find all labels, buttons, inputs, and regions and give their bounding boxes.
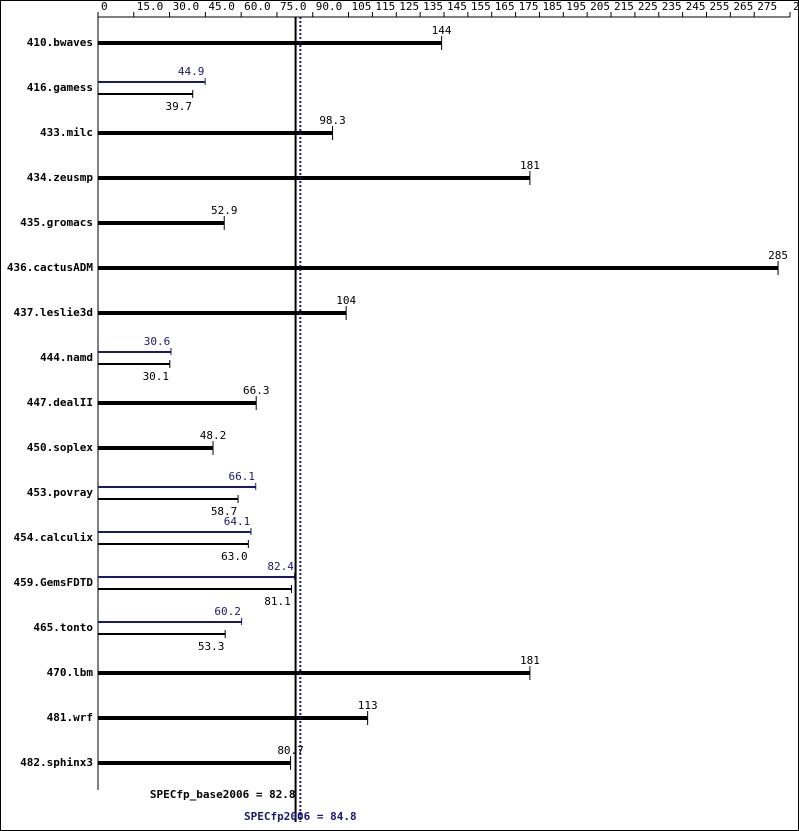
- bar: [98, 176, 530, 180]
- category-label: 465.tonto: [33, 621, 93, 634]
- reference-label: SPECfp_base2006 = 82.8: [150, 788, 296, 801]
- base-bar: [98, 93, 193, 95]
- category-label: 481.wrf: [47, 711, 93, 724]
- bar: [98, 761, 291, 765]
- base-bar: [98, 633, 226, 635]
- category-label: 459.GemsFDTD: [14, 576, 94, 589]
- bar: [98, 401, 257, 405]
- reference-label: SPECfp2006 = 84.8: [244, 810, 357, 823]
- x-tick-label: 115: [375, 0, 395, 13]
- x-tick-label: 215: [614, 0, 634, 13]
- category-label: 482.sphinx3: [20, 756, 93, 769]
- x-tick-label: 175: [519, 0, 539, 13]
- x-tick-label: 235: [662, 0, 682, 13]
- bar: [98, 41, 442, 45]
- category-label: 437.leslie3d: [14, 306, 93, 319]
- x-tick-label: 75.0: [280, 0, 307, 13]
- x-tick-label: 15.0: [137, 0, 164, 13]
- peak-bar: [98, 531, 251, 533]
- bar: [98, 446, 214, 450]
- base-bar: [98, 588, 292, 590]
- x-tick-label: 290: [793, 0, 799, 13]
- peak-value-label: 60.2: [214, 605, 241, 618]
- category-label: 444.namd: [40, 351, 93, 364]
- value-label: 104: [336, 294, 356, 307]
- category-label: 450.soplex: [27, 441, 94, 454]
- value-label: 113: [358, 699, 378, 712]
- x-tick-label: 0: [101, 0, 108, 13]
- category-label: 416.gamess: [27, 81, 93, 94]
- base-bar: [98, 543, 249, 545]
- bar: [98, 716, 368, 720]
- bar: [98, 221, 225, 225]
- value-label: 52.9: [211, 204, 238, 217]
- peak-value-label: 44.9: [178, 65, 205, 78]
- category-label: 436.cactusADM: [7, 261, 93, 274]
- x-tick-label: 195: [566, 0, 586, 13]
- category-label: 453.povray: [27, 486, 94, 499]
- value-label: 144: [432, 24, 452, 37]
- peak-value-label: 30.6: [144, 335, 171, 348]
- category-label: 410.bwaves: [27, 36, 93, 49]
- category-label: 454.calculix: [14, 531, 94, 544]
- base-bar: [98, 498, 239, 500]
- x-tick-label: 155: [471, 0, 491, 13]
- value-label: 66.3: [243, 384, 270, 397]
- base-value-label: 58.7: [211, 505, 238, 518]
- base-bar: [98, 363, 170, 365]
- peak-value-label: 82.4: [267, 560, 294, 573]
- base-value-label: 53.3: [198, 640, 225, 653]
- value-label: 48.2: [200, 429, 227, 442]
- base-value-label: 81.1: [264, 595, 291, 608]
- peak-bar: [98, 486, 256, 488]
- category-label: 435.gromacs: [20, 216, 93, 229]
- x-tick-label: 145: [447, 0, 467, 13]
- x-tick-label: 60.0: [244, 0, 271, 13]
- x-tick-label: 265: [733, 0, 753, 13]
- value-label: 181: [520, 159, 540, 172]
- peak-bar: [98, 576, 295, 578]
- category-label: 447.dealII: [27, 396, 93, 409]
- bar: [98, 131, 333, 135]
- bar: [98, 266, 779, 270]
- bar: [98, 671, 530, 675]
- value-label: 181: [520, 654, 540, 667]
- x-tick-label: 30.0: [173, 0, 200, 13]
- x-tick-label: 45.0: [208, 0, 235, 13]
- x-tick-label: 105: [352, 0, 372, 13]
- value-label: 285: [768, 249, 788, 262]
- peak-bar: [98, 621, 242, 623]
- value-label: 80.7: [277, 744, 304, 757]
- base-value-label: 39.7: [165, 100, 192, 113]
- x-tick-label: 135: [423, 0, 443, 13]
- bar: [98, 311, 347, 315]
- x-tick-label: 255: [709, 0, 729, 13]
- x-tick-label: 225: [638, 0, 658, 13]
- x-tick-label: 185: [542, 0, 562, 13]
- x-tick-label: 245: [686, 0, 706, 13]
- peak-bar: [98, 81, 206, 83]
- peak-value-label: 64.1: [224, 515, 251, 528]
- x-tick-label: 205: [590, 0, 610, 13]
- peak-value-label: 66.1: [228, 470, 255, 483]
- x-tick-label: 90.0: [316, 0, 343, 13]
- x-tick-label: 275: [757, 0, 777, 13]
- category-label: 433.milc: [40, 126, 93, 139]
- x-tick-label: 125: [399, 0, 419, 13]
- base-value-label: 30.1: [143, 370, 170, 383]
- base-value-label: 63.0: [221, 550, 248, 563]
- x-tick-label: 165: [495, 0, 515, 13]
- value-label: 98.3: [319, 114, 346, 127]
- category-label: 434.zeusmp: [27, 171, 94, 184]
- peak-bar: [98, 351, 172, 353]
- category-label: 470.lbm: [47, 666, 94, 679]
